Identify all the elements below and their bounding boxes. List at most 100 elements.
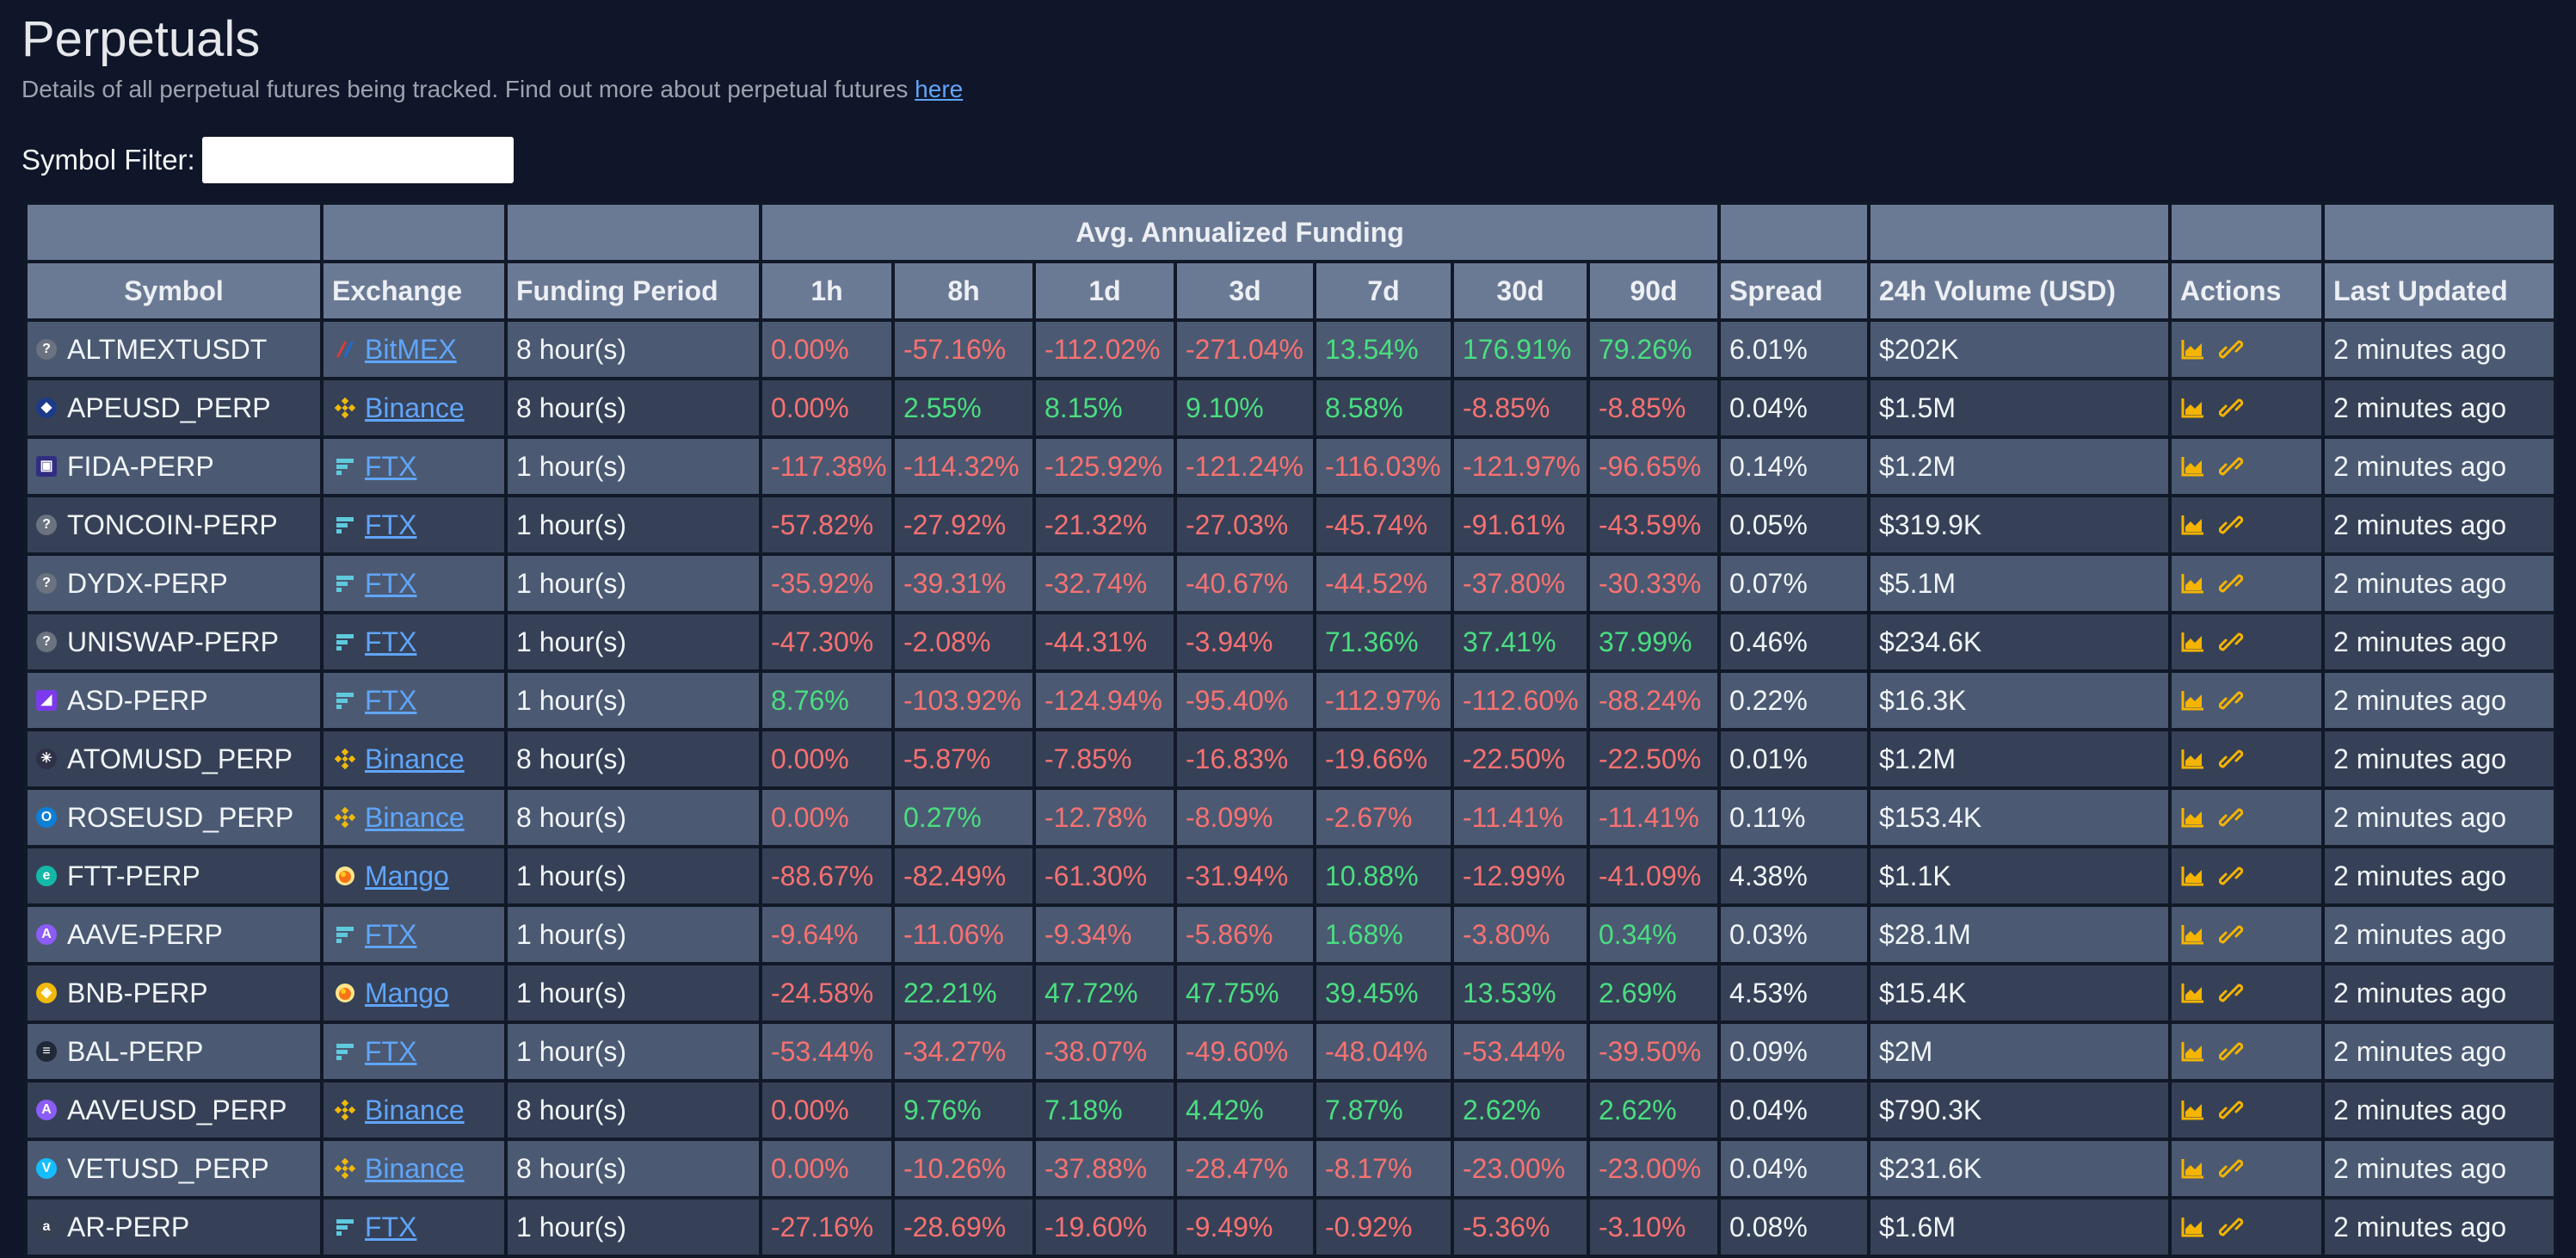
symbol-cell: V VETUSD_PERP	[24, 1138, 324, 1199]
chart-icon[interactable]	[2180, 746, 2206, 772]
chart-icon[interactable]	[2180, 863, 2206, 889]
column-header-spread[interactable]: Spread	[1717, 260, 1871, 322]
ape-icon: ◆	[36, 398, 57, 418]
link-icon[interactable]	[2218, 453, 2244, 479]
exchange-link[interactable]: FTX	[365, 918, 417, 950]
chart-icon[interactable]	[2180, 1214, 2206, 1240]
table-row: e FTT-PERP Mango 1 hour(s) -88.67% -82.49% -61…	[24, 845, 2558, 907]
exchange-link[interactable]: Binance	[365, 743, 465, 774]
column-header-volume[interactable]: 24h Volume (USD)	[1867, 260, 2172, 322]
table-row: ≡ BAL-PERP FTX 1 hour(s) -53.44% -34.27% -38.0…	[24, 1021, 2558, 1082]
chart-icon[interactable]	[2180, 1156, 2206, 1181]
funding-1h-cell: 8.76%	[759, 669, 895, 731]
exchange-link[interactable]: Binance	[365, 801, 465, 833]
link-icon[interactable]	[2218, 1039, 2244, 1064]
chart-icon[interactable]	[2180, 512, 2206, 538]
actions-cell	[2168, 377, 2326, 439]
column-header-7d[interactable]: 7d	[1313, 260, 1454, 322]
link-icon[interactable]	[2218, 1097, 2244, 1123]
chart-icon[interactable]	[2180, 805, 2206, 830]
chart-icon[interactable]	[2180, 688, 2206, 713]
link-icon[interactable]	[2218, 512, 2244, 538]
last-updated-cell: 2 minutes ago	[2321, 377, 2558, 439]
link-icon[interactable]	[2218, 980, 2244, 1006]
exchange-wrap: Binance	[332, 802, 496, 834]
funding-90d-cell: -96.65%	[1586, 435, 1722, 497]
binance-icon	[332, 395, 358, 421]
funding-90d-cell: -41.09%	[1586, 845, 1722, 907]
funding-1d-cell: -124.94%	[1032, 669, 1177, 731]
chart-icon[interactable]	[2180, 1097, 2206, 1123]
funding-7d-cell: -45.74%	[1313, 494, 1454, 556]
column-header-exchange[interactable]: Exchange	[320, 260, 508, 322]
column-header-last-updated[interactable]: Last Updated	[2321, 260, 2558, 322]
symbol-name: AAVE-PERP	[67, 918, 223, 950]
symbol-filter-input[interactable]	[201, 137, 514, 183]
chart-icon[interactable]	[2180, 453, 2206, 479]
actions-wrap	[2180, 570, 2313, 596]
exchange-wrap: BitMEX	[332, 334, 496, 366]
column-header-1d[interactable]: 1d	[1032, 260, 1177, 322]
column-header-symbol[interactable]: Symbol	[24, 260, 324, 322]
exchange-link[interactable]: Mango	[365, 860, 449, 891]
exchange-link[interactable]: Binance	[365, 1152, 465, 1184]
exchange-link[interactable]: FTX	[365, 684, 417, 716]
exchange-link[interactable]: Binance	[365, 392, 465, 423]
atom-icon: ✳	[36, 749, 57, 769]
link-icon[interactable]	[2218, 336, 2244, 362]
column-header-1h[interactable]: 1h	[759, 260, 895, 322]
exchange-link[interactable]: FTX	[365, 567, 417, 599]
link-icon[interactable]	[2218, 395, 2244, 421]
exchange-link[interactable]: FTX	[365, 1035, 417, 1067]
exchange-cell: FTX	[320, 1021, 508, 1082]
column-header-funding-period[interactable]: Funding Period	[504, 260, 762, 322]
exchange-wrap: FTX	[332, 919, 496, 951]
link-icon[interactable]	[2218, 688, 2244, 713]
exchange-wrap: FTX	[332, 685, 496, 717]
exchange-link[interactable]: FTX	[365, 509, 417, 540]
link-icon[interactable]	[2218, 1156, 2244, 1181]
exchange-link[interactable]: Binance	[365, 1094, 465, 1125]
perpetuals-info-link[interactable]: here	[915, 76, 964, 102]
column-header-8h[interactable]: 8h	[891, 260, 1036, 322]
link-icon[interactable]	[2218, 805, 2244, 830]
exchange-link[interactable]: Mango	[365, 977, 449, 1008]
funding-1h-cell: 0.00%	[759, 377, 895, 439]
link-icon[interactable]	[2218, 746, 2244, 772]
symbol-name: AR-PERP	[67, 1211, 190, 1243]
link-icon[interactable]	[2218, 922, 2244, 947]
funding-30d-cell: -37.80%	[1451, 552, 1590, 614]
funding-7d-cell: 13.54%	[1313, 318, 1454, 380]
chart-icon[interactable]	[2180, 922, 2206, 947]
chart-icon[interactable]	[2180, 1039, 2206, 1064]
link-icon[interactable]	[2218, 570, 2244, 596]
link-icon[interactable]	[2218, 863, 2244, 889]
exchange-link[interactable]: FTX	[365, 450, 417, 482]
funding-30d-cell: -112.60%	[1451, 669, 1590, 731]
funding-30d-cell: -53.44%	[1451, 1021, 1590, 1082]
column-header-actions[interactable]: Actions	[2168, 260, 2326, 322]
column-header-3d[interactable]: 3d	[1174, 260, 1316, 322]
exchange-link[interactable]: FTX	[365, 1211, 417, 1243]
link-icon[interactable]	[2218, 629, 2244, 655]
funding-3d-cell: -5.86%	[1174, 903, 1316, 965]
column-header-30d[interactable]: 30d	[1451, 260, 1590, 322]
symbol-wrap: ≡ BAL-PERP	[36, 1036, 311, 1068]
funding-1h-cell: -35.92%	[759, 552, 895, 614]
actions-cell	[2168, 1138, 2326, 1199]
exchange-wrap: Binance	[332, 1095, 496, 1126]
column-header-90d[interactable]: 90d	[1586, 260, 1722, 322]
chart-icon[interactable]	[2180, 629, 2206, 655]
link-icon[interactable]	[2218, 1214, 2244, 1240]
chart-icon[interactable]	[2180, 395, 2206, 421]
chart-icon[interactable]	[2180, 980, 2206, 1006]
volume-cell: $319.9K	[1867, 494, 2172, 556]
exchange-link[interactable]: BitMEX	[365, 333, 457, 365]
symbol-name: VETUSD_PERP	[67, 1152, 269, 1184]
last-updated-cell: 2 minutes ago	[2321, 903, 2558, 965]
spread-cell: 0.03%	[1717, 903, 1871, 965]
column-header-row: Symbol Exchange Funding Period 1h 8h 1d 3d 7d 30…	[24, 260, 2558, 322]
chart-icon[interactable]	[2180, 336, 2206, 362]
chart-icon[interactable]	[2180, 570, 2206, 596]
exchange-link[interactable]: FTX	[365, 626, 417, 657]
